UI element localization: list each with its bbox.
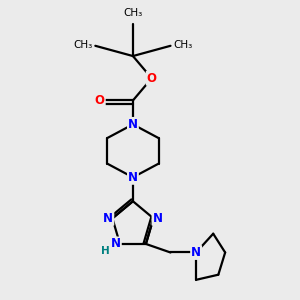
Text: N: N	[103, 212, 113, 225]
Text: N: N	[152, 212, 163, 225]
Text: CH₃: CH₃	[123, 8, 142, 19]
Text: N: N	[191, 246, 201, 259]
Text: N: N	[111, 237, 121, 250]
Text: CH₃: CH₃	[173, 40, 193, 50]
Text: H: H	[101, 247, 110, 256]
Text: N: N	[128, 118, 138, 131]
Text: O: O	[147, 72, 157, 85]
Text: N: N	[128, 171, 138, 184]
Text: CH₃: CH₃	[74, 40, 93, 50]
Text: O: O	[95, 94, 105, 107]
